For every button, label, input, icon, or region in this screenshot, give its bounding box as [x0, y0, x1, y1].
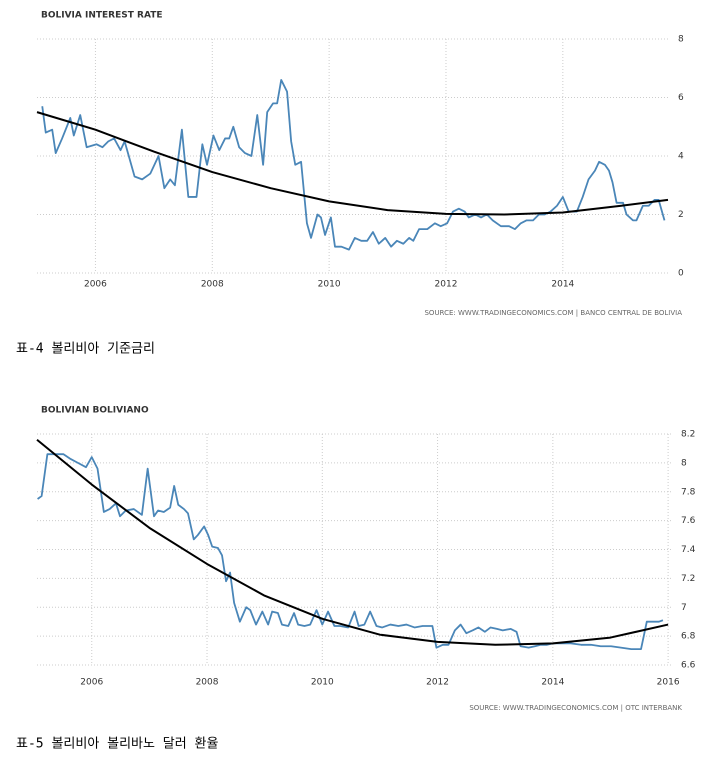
line — [41, 79, 666, 251]
y-tick-label: 7.8 — [681, 487, 696, 497]
y-tick-label: 8 — [678, 35, 684, 45]
y-tick-label: 4 — [678, 152, 684, 162]
y-tick-label: 8.2 — [681, 430, 695, 440]
x-tick-label: 2006 — [84, 280, 107, 290]
x-tick-label: 2010 — [311, 678, 334, 688]
line — [37, 453, 664, 651]
y-tick-label: 6.8 — [681, 632, 696, 642]
source: SOURCE: WWW.TRADINGECONOMICS.COM | BANCO… — [424, 309, 682, 317]
line — [36, 438, 669, 646]
x-tick-label: 2012 — [435, 280, 458, 290]
chart-title: BOLIVIAN BOLIVIANO — [41, 406, 149, 416]
y-tick-label: 7.2 — [681, 574, 695, 584]
line — [36, 111, 669, 216]
chart-title: BOLIVIA INTEREST RATE — [41, 11, 163, 21]
source: SOURCE: WWW.TRADINGECONOMICS.COM | OTC I… — [469, 704, 682, 712]
x-tick-label: 2008 — [196, 678, 219, 688]
caption: 표-5 볼리비아 볼리바노 달러 환율 — [16, 737, 218, 752]
x-tick-label: 2016 — [657, 678, 680, 688]
x-tick-label: 2012 — [426, 678, 449, 688]
y-tick-label: 0 — [678, 269, 684, 279]
x-tick-label: 2010 — [318, 280, 341, 290]
y-tick-label: 2 — [678, 210, 684, 220]
caption: 표-4 볼리비아 기준금리 — [16, 342, 155, 357]
x-tick-label: 2014 — [551, 280, 574, 290]
y-tick-label: 7.6 — [681, 516, 696, 526]
x-tick-label: 2008 — [201, 280, 224, 290]
x-tick-label: 2014 — [541, 678, 564, 688]
y-tick-label: 7 — [681, 603, 687, 613]
y-tick-label: 8 — [681, 458, 687, 468]
y-tick-label: 6.6 — [681, 661, 696, 671]
x-tick-label: 2006 — [80, 678, 103, 688]
y-tick-label: 7.4 — [681, 545, 696, 555]
y-tick-label: 6 — [678, 93, 684, 103]
